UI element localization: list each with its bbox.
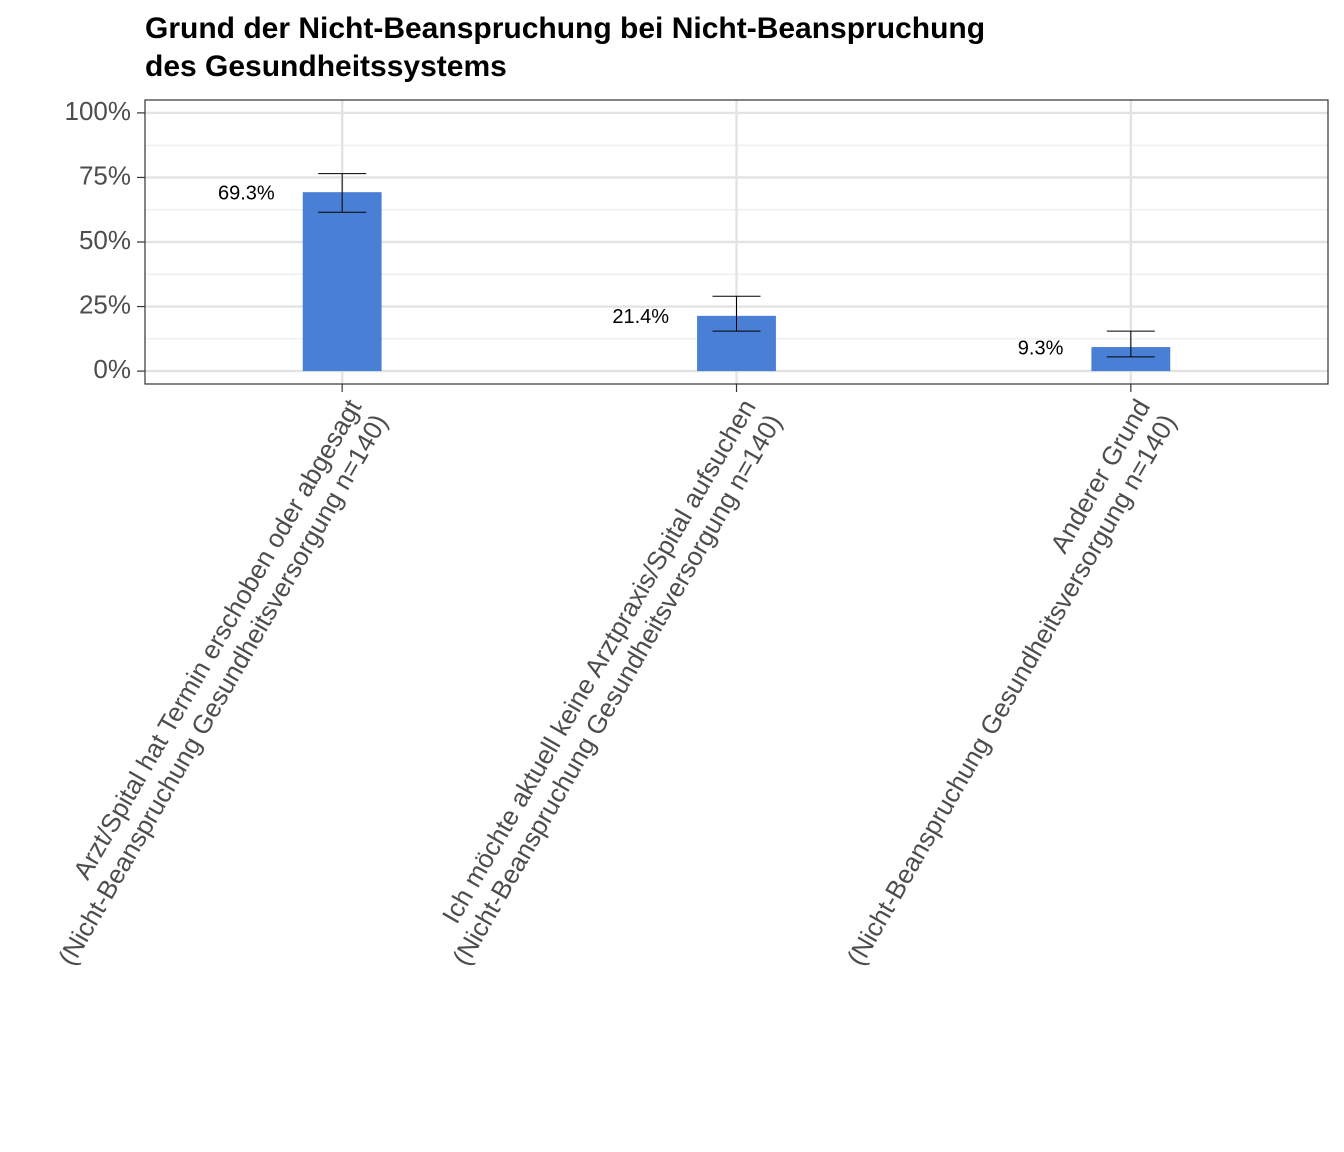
data-label: 9.3% bbox=[1018, 337, 1064, 359]
x-category-label-line: (Nicht-Beanspruchung Gesundheitsversorgu… bbox=[446, 409, 787, 970]
bars-layer bbox=[302, 192, 1171, 372]
x-category-label-line: Arzt/Spital hat Termin erschoben oder ab… bbox=[67, 393, 368, 884]
bar bbox=[302, 192, 382, 372]
x-category-label-line: (Nicht-Beanspruchung Gesundheitsversorgu… bbox=[52, 409, 393, 970]
chart-title-line-1: Grund der Nicht-Beanspruchung bei Nicht-… bbox=[145, 12, 986, 45]
error-bars-layer bbox=[318, 173, 1155, 358]
y-tick-label: 100% bbox=[65, 96, 132, 126]
chart-title: Grund der Nicht-Beanspruchung bei Nicht-… bbox=[145, 10, 1295, 86]
data-label: 21.4% bbox=[612, 306, 669, 328]
x-category-label: Arzt/Spital hat Termin erschoben oder ab… bbox=[26, 393, 394, 970]
data-labels-layer: 69.3% 21.4% 9.3% bbox=[218, 182, 1064, 359]
axes-layer: 0% 25% 50% 75% 100% Arzt/Spital hat Termin er… bbox=[26, 96, 1182, 971]
chart-title-line-2: des Gesundheitssystems bbox=[145, 50, 507, 83]
x-category-label-line: (Nicht-Beanspruchung Gesundheitsversorgu… bbox=[841, 409, 1182, 970]
x-category-label-line: Ich möchte aktuell keine Arztpraxis/Spit… bbox=[436, 394, 762, 928]
y-tick-label: 75% bbox=[79, 160, 131, 190]
y-tick-label: 50% bbox=[79, 225, 131, 255]
data-label: 69.3% bbox=[218, 182, 275, 204]
y-tick-label: 25% bbox=[79, 289, 131, 319]
y-tick-label: 0% bbox=[93, 354, 131, 384]
x-category-label: Anderer Grund(Nicht-Beanspruchung Gesund… bbox=[815, 394, 1182, 970]
x-category-label: Ich möchte aktuell keine Arztpraxis/Spit… bbox=[420, 394, 787, 970]
